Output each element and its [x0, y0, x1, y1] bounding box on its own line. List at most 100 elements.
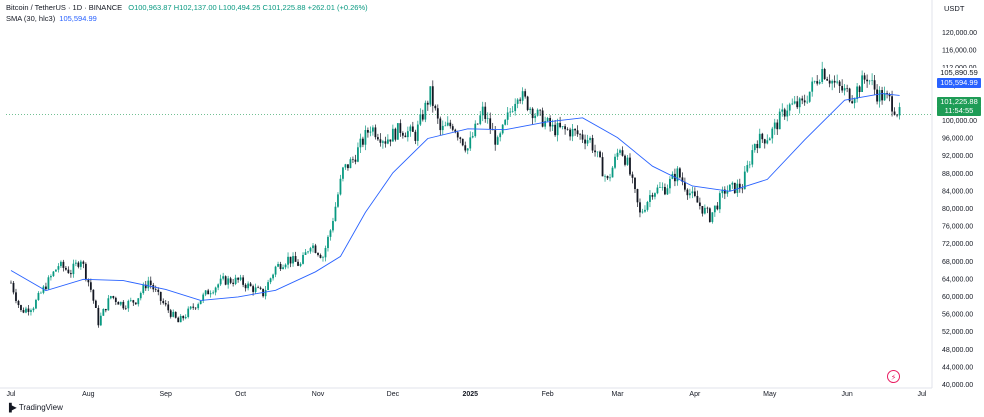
candle-body	[394, 128, 397, 140]
candle-body	[649, 195, 651, 202]
candle-body	[312, 245, 314, 249]
candle-body	[416, 124, 419, 141]
candle-body	[581, 134, 584, 140]
y-tick-label: 48,000.00	[942, 347, 973, 354]
candle-body	[269, 278, 272, 283]
candle-body	[669, 178, 671, 189]
candle-body	[204, 290, 207, 295]
candle-body	[529, 108, 532, 110]
sma-indicator-label[interactable]: SMA (30, hlc3)	[6, 14, 56, 23]
candle-body	[594, 150, 596, 153]
candle-body	[801, 98, 804, 101]
candle-body	[566, 129, 569, 130]
candle-body	[751, 150, 754, 165]
candle-body	[414, 131, 417, 141]
candle-body	[47, 277, 50, 290]
candle-body	[459, 137, 462, 139]
candle-body	[654, 193, 656, 197]
candle-body	[147, 280, 150, 289]
candle-body	[861, 75, 864, 93]
candle-body	[898, 107, 901, 116]
candle-body	[287, 256, 289, 265]
lightning-icon[interactable]: ⚡	[887, 370, 900, 383]
candle-body	[698, 202, 701, 206]
candle-body	[304, 252, 307, 255]
bar-countdown-badge: 11:54:55	[937, 106, 981, 116]
candle-body	[808, 91, 811, 102]
candle-body	[406, 131, 409, 138]
candle-body	[676, 168, 679, 182]
candle-body	[871, 80, 873, 81]
candle-body	[381, 141, 384, 143]
candle-body	[396, 123, 399, 140]
candle-body	[30, 310, 32, 312]
candle-body	[52, 271, 55, 277]
candle-body	[332, 221, 334, 231]
candle-body	[177, 317, 180, 323]
candle-body	[274, 266, 277, 275]
symbol-title[interactable]: Bitcoin / TetherUS · 1D · BINANCE	[6, 3, 123, 12]
candle-body	[342, 167, 344, 179]
candle-body	[399, 123, 402, 133]
candle-body	[107, 298, 110, 311]
candle-body	[826, 79, 829, 81]
candle-body	[207, 290, 210, 295]
candle-body	[137, 298, 140, 305]
last-price-badge: 101,225.88	[937, 97, 981, 107]
currency-unit[interactable]: USDT	[944, 4, 965, 13]
candle-body	[464, 145, 467, 151]
candle-body	[229, 278, 232, 283]
x-tick-label: Jul	[918, 391, 927, 398]
candle-body	[232, 282, 235, 284]
candle-body	[691, 191, 694, 194]
candle-body	[454, 129, 457, 133]
candle-body	[247, 283, 250, 289]
candle-body	[551, 124, 554, 127]
candle-body	[664, 186, 666, 195]
candle-body	[45, 286, 47, 290]
candle-body	[32, 308, 35, 311]
candle-body	[604, 176, 606, 177]
candle-body	[886, 93, 888, 94]
candle-body	[821, 69, 824, 82]
candle-body	[868, 80, 871, 82]
candle-body	[479, 115, 482, 124]
candle-body	[254, 287, 257, 292]
sma-line	[10, 93, 900, 301]
candle-body	[289, 256, 292, 264]
candle-body	[756, 143, 759, 149]
candle-body	[22, 310, 25, 313]
chart-legend: Bitcoin / TetherUS · 1D · BINANCE O100,9…	[6, 2, 368, 24]
candle-body	[521, 91, 524, 101]
candle-body	[122, 301, 125, 309]
y-tick-label: 72,000.00	[942, 241, 973, 248]
candle-body	[838, 81, 841, 86]
candle-body	[79, 261, 82, 267]
candle-body	[758, 133, 761, 149]
candle-body	[37, 292, 40, 300]
candle-body	[10, 282, 12, 284]
tradingview-logo[interactable]: ▐▶ TradingView	[6, 403, 63, 412]
candle-body	[87, 278, 90, 283]
candle-body	[631, 174, 634, 178]
candle-body	[466, 148, 469, 151]
candle-body	[461, 138, 464, 146]
x-tick-label: Jun	[841, 391, 852, 398]
candle-body	[339, 178, 342, 195]
candle-body	[239, 277, 242, 280]
candle-body	[481, 106, 484, 116]
candle-body	[357, 147, 359, 162]
candle-body	[591, 137, 594, 151]
candle-body	[119, 301, 122, 305]
y-tick-label: 60,000.00	[942, 294, 973, 301]
candle-body	[294, 256, 297, 262]
candle-body	[559, 122, 562, 128]
candle-body	[576, 130, 579, 135]
candle-body	[796, 101, 799, 108]
candle-body	[202, 294, 205, 301]
candle-body	[688, 193, 691, 196]
candle-body	[182, 315, 185, 319]
candle-body	[436, 108, 439, 119]
candle-body	[609, 177, 611, 179]
